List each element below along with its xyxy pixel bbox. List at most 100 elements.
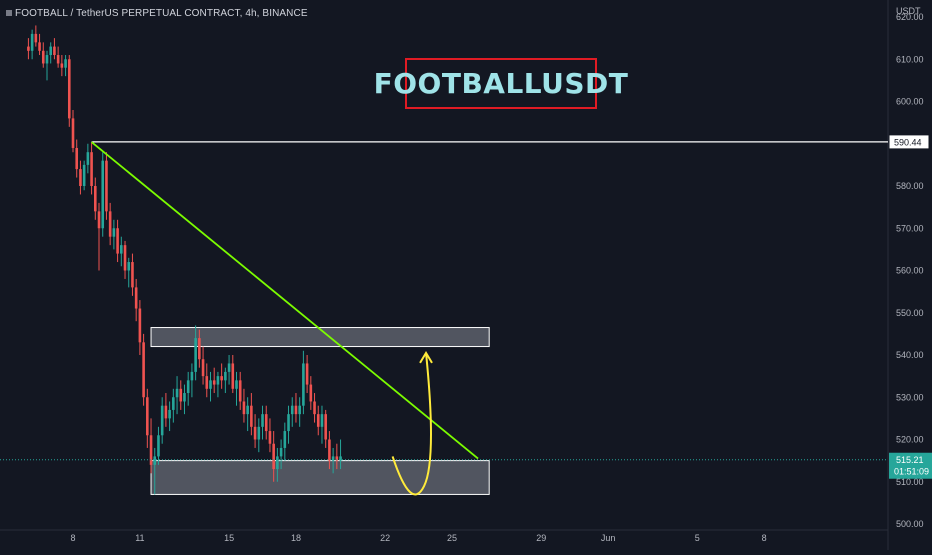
candle xyxy=(116,219,119,263)
candle xyxy=(257,418,261,453)
candle-body xyxy=(53,46,56,56)
candle-body xyxy=(224,371,227,381)
candle-body xyxy=(179,388,183,402)
candle-body xyxy=(253,426,257,440)
candle xyxy=(339,439,342,470)
candle xyxy=(183,384,186,415)
candle xyxy=(324,409,327,448)
candle-body xyxy=(30,33,34,51)
candle xyxy=(305,355,309,394)
candle xyxy=(328,431,331,470)
candle-body xyxy=(283,431,287,448)
y-tick-label: 580.00 xyxy=(896,181,924,191)
candle xyxy=(264,405,268,440)
candle-body xyxy=(246,405,249,415)
candle-body xyxy=(264,414,268,432)
countdown-text: 01:51:09 xyxy=(894,467,929,477)
descending-trendline xyxy=(91,141,479,460)
symbol-text: FOOTBALL / TetherUS PERPETUAL CONTRACT, … xyxy=(15,8,308,19)
candle xyxy=(250,393,253,436)
candle-body xyxy=(309,384,313,402)
candle-body xyxy=(134,287,138,309)
candle xyxy=(320,405,324,444)
candle-body xyxy=(328,439,331,461)
candle xyxy=(160,397,164,444)
candle xyxy=(75,139,79,178)
candle-body xyxy=(131,262,134,288)
candle-body xyxy=(242,401,246,415)
candle xyxy=(272,431,275,482)
candle-body xyxy=(287,414,290,432)
candle-body xyxy=(235,380,238,389)
candle xyxy=(231,355,235,394)
candle-body xyxy=(335,456,339,461)
y-tick-label: 510.00 xyxy=(896,477,924,487)
candle xyxy=(335,443,339,470)
candle-body xyxy=(316,414,320,427)
candle xyxy=(179,380,183,410)
candle-body xyxy=(93,186,97,212)
candle-body xyxy=(60,63,64,68)
candle xyxy=(123,240,127,279)
candle xyxy=(246,397,249,432)
candle-body xyxy=(105,160,108,212)
x-tick-label: 15 xyxy=(224,533,234,543)
candle-body xyxy=(290,405,294,415)
candle xyxy=(212,367,216,394)
candle xyxy=(127,257,131,288)
y-tick-label: 520.00 xyxy=(896,435,924,445)
candle-body xyxy=(220,376,223,381)
candle xyxy=(205,363,209,398)
candle xyxy=(235,371,238,406)
candle-body xyxy=(168,409,171,419)
candle xyxy=(172,388,175,423)
y-tick-label: 560.00 xyxy=(896,266,924,276)
x-tick-label: 25 xyxy=(447,533,457,543)
candle-body xyxy=(305,363,309,385)
candle xyxy=(287,405,290,444)
candle-body xyxy=(142,342,145,398)
x-tick-label: 8 xyxy=(70,533,75,543)
y-tick-label: 600.00 xyxy=(896,97,924,107)
candle xyxy=(238,371,242,410)
candle-body xyxy=(331,456,335,461)
candle xyxy=(276,447,279,482)
candle xyxy=(53,38,56,60)
candle-body xyxy=(34,33,38,43)
candle-body xyxy=(82,164,86,186)
candle xyxy=(168,401,171,432)
candle-body xyxy=(108,211,112,237)
x-tick-label: 11 xyxy=(135,533,144,543)
last-price-text: 515.21 xyxy=(896,455,924,465)
candle xyxy=(93,177,97,220)
candle-body xyxy=(190,371,194,381)
candle-body xyxy=(45,55,49,64)
candle-body xyxy=(231,363,235,389)
candle-body xyxy=(320,414,324,427)
candle-body xyxy=(157,435,160,457)
candle xyxy=(41,42,45,68)
last-price-tag: 515.21 01:51:09 xyxy=(889,452,932,479)
candle-body xyxy=(186,380,190,394)
y-tick-label: 610.00 xyxy=(896,54,924,64)
candle xyxy=(309,376,313,410)
candle xyxy=(79,160,82,195)
candle-body xyxy=(71,118,75,148)
candle xyxy=(27,38,30,60)
candle-body xyxy=(238,380,242,402)
candle-body xyxy=(90,152,93,186)
candle xyxy=(190,363,194,398)
candle-body xyxy=(116,228,119,254)
candle-body xyxy=(38,42,41,51)
level-tag-bg xyxy=(888,134,930,150)
candle xyxy=(316,405,320,436)
candle xyxy=(157,426,160,465)
y-tick-label: 500.00 xyxy=(896,519,924,529)
candle-body xyxy=(127,262,131,271)
candle xyxy=(268,418,272,453)
candle-body xyxy=(205,376,209,389)
candle-body xyxy=(175,388,179,398)
candle-body xyxy=(201,359,205,377)
